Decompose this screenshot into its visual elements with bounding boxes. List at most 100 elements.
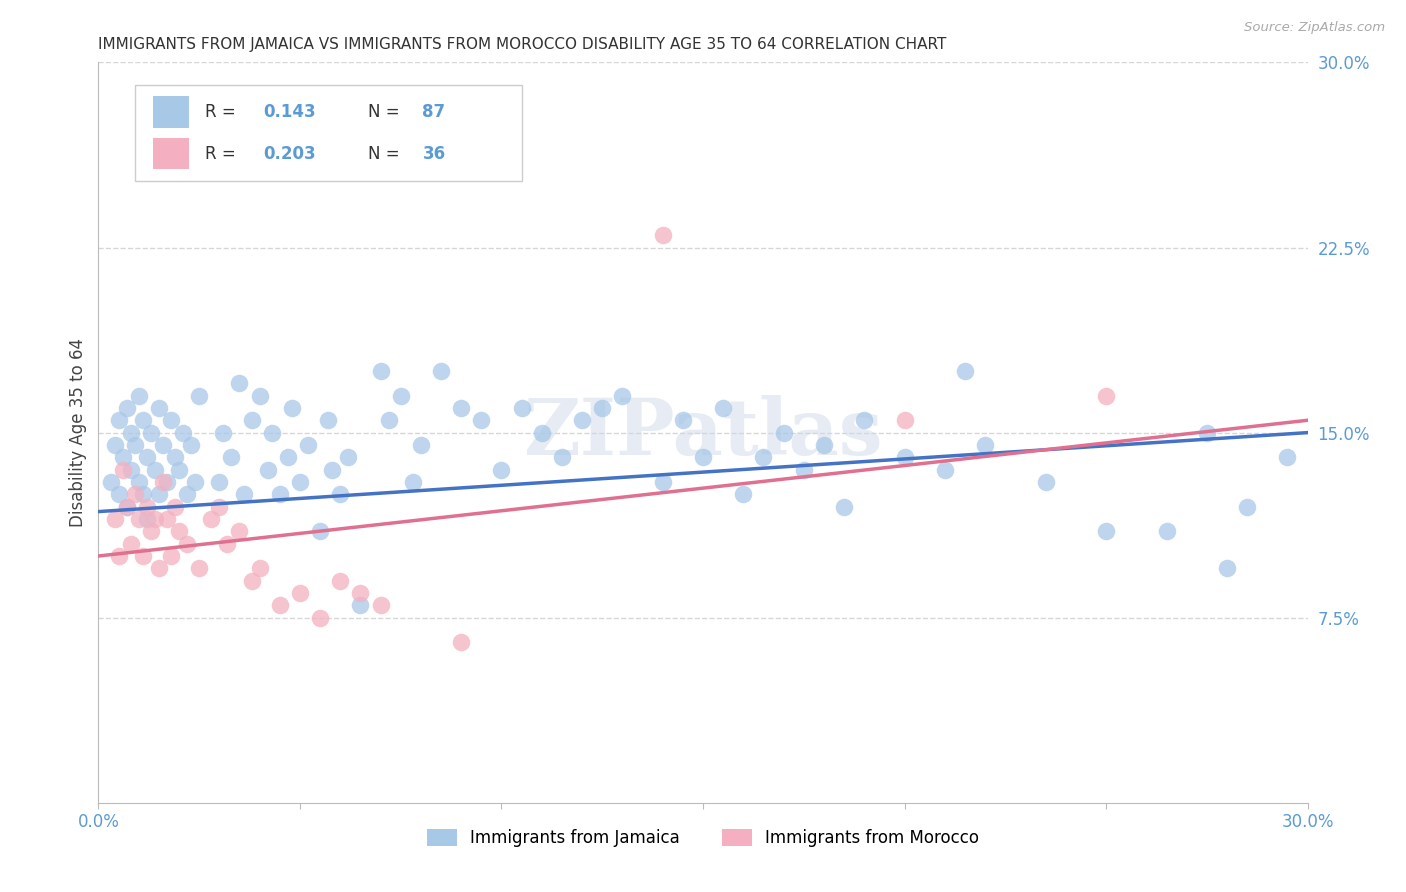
Point <box>651 475 673 489</box>
Point <box>148 401 170 415</box>
Point <box>212 425 235 440</box>
Point <box>208 500 231 514</box>
Point <box>107 487 129 501</box>
Point <box>309 524 332 539</box>
Point <box>156 512 179 526</box>
Point <box>160 549 183 563</box>
Point <box>329 487 352 501</box>
Point <box>321 462 343 476</box>
Point <box>115 500 138 514</box>
Point <box>188 388 211 402</box>
Point <box>893 450 915 465</box>
Point <box>1035 475 1057 489</box>
Point <box>135 450 157 465</box>
Text: Source: ZipAtlas.com: Source: ZipAtlas.com <box>1244 21 1385 34</box>
Point <box>793 462 815 476</box>
Point <box>813 438 835 452</box>
Point <box>612 388 634 402</box>
Point <box>100 475 122 489</box>
Point <box>491 462 513 476</box>
Point <box>349 599 371 613</box>
Point <box>309 610 332 624</box>
Point <box>389 388 412 402</box>
Point <box>172 425 194 440</box>
Text: 87: 87 <box>422 103 446 121</box>
Point <box>228 524 250 539</box>
Point <box>450 635 472 649</box>
Point <box>281 401 304 415</box>
Point <box>103 512 125 526</box>
Point <box>167 524 190 539</box>
Point <box>156 475 179 489</box>
Point <box>551 450 574 465</box>
Point <box>1095 388 1118 402</box>
Text: 0.143: 0.143 <box>263 103 315 121</box>
Point <box>672 413 695 427</box>
Point <box>120 462 142 476</box>
Point <box>402 475 425 489</box>
Point <box>752 450 775 465</box>
Point <box>148 561 170 575</box>
Point <box>297 438 319 452</box>
Point <box>510 401 533 415</box>
Point <box>370 599 392 613</box>
Point <box>221 450 243 465</box>
Point <box>200 512 222 526</box>
Point <box>1156 524 1178 539</box>
Point <box>249 561 271 575</box>
Point <box>240 413 263 427</box>
Point <box>409 438 432 452</box>
Point <box>111 450 134 465</box>
Point <box>1195 425 1218 440</box>
Point <box>470 413 492 427</box>
Point <box>188 561 211 575</box>
Legend: Immigrants from Jamaica, Immigrants from Morocco: Immigrants from Jamaica, Immigrants from… <box>420 822 986 854</box>
Point <box>163 450 186 465</box>
Point <box>143 512 166 526</box>
Text: 36: 36 <box>422 145 446 162</box>
Point <box>128 512 150 526</box>
Point <box>571 413 593 427</box>
Text: IMMIGRANTS FROM JAMAICA VS IMMIGRANTS FROM MOROCCO DISABILITY AGE 35 TO 64 CORRE: IMMIGRANTS FROM JAMAICA VS IMMIGRANTS FR… <box>98 37 946 52</box>
Point <box>316 413 339 427</box>
Point <box>692 450 714 465</box>
Point <box>132 549 155 563</box>
Point <box>232 487 254 501</box>
Point <box>591 401 613 415</box>
FancyBboxPatch shape <box>135 85 522 181</box>
Point <box>450 401 472 415</box>
Point <box>974 438 997 452</box>
Point <box>143 462 166 476</box>
Point <box>132 487 155 501</box>
Point <box>1236 500 1258 514</box>
Point <box>853 413 876 427</box>
Point <box>208 475 231 489</box>
Point <box>530 425 553 440</box>
Point <box>277 450 299 465</box>
Point <box>180 438 202 452</box>
Point <box>1216 561 1239 575</box>
Bar <box>153 96 188 128</box>
Point <box>135 500 157 514</box>
Point <box>139 524 162 539</box>
Point <box>107 549 129 563</box>
Point <box>256 462 278 476</box>
Text: N =: N = <box>368 145 405 162</box>
Point <box>260 425 283 440</box>
Point <box>1095 524 1118 539</box>
Point <box>103 438 125 452</box>
Point <box>184 475 207 489</box>
Text: R =: R = <box>205 103 240 121</box>
Point <box>249 388 271 402</box>
Point <box>240 574 263 588</box>
Point <box>139 425 162 440</box>
Text: 0.203: 0.203 <box>263 145 315 162</box>
Point <box>288 475 311 489</box>
Point <box>107 413 129 427</box>
Point <box>124 487 146 501</box>
Point <box>934 462 956 476</box>
Point <box>160 413 183 427</box>
Point <box>269 487 291 501</box>
Point <box>120 536 142 550</box>
Bar <box>153 138 188 169</box>
